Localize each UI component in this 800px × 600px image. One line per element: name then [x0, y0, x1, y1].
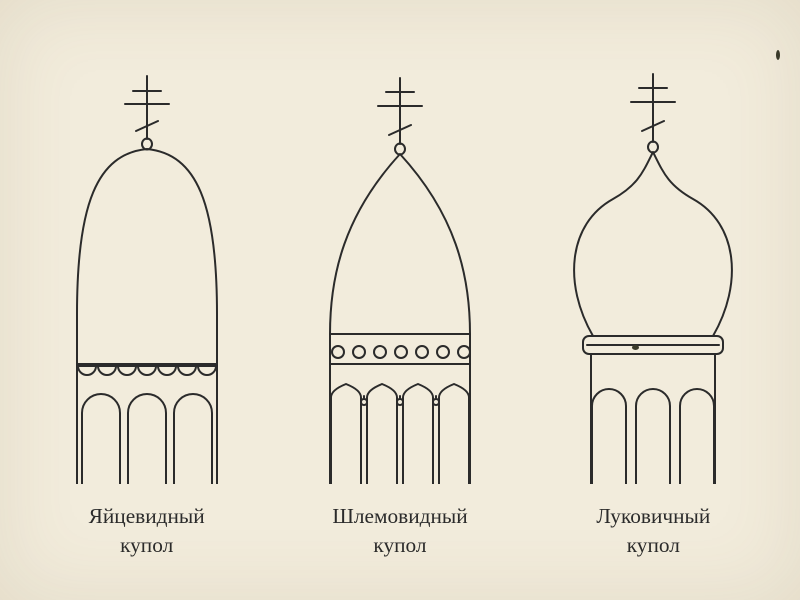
caption-line: Яйцевидный	[89, 502, 205, 531]
helmet-dome-drawing	[290, 54, 510, 484]
dome-types-figure: Яйцевидный купол Шлемовидный купол Луков…	[0, 0, 800, 600]
caption-line: купол	[596, 531, 710, 560]
dome-panel-onion: Луковичный купол	[543, 54, 763, 560]
helmet-dome-caption: Шлемовидный купол	[332, 502, 467, 560]
dome-panel-egg: Яйцевидный купол	[37, 54, 257, 560]
paper-speck	[632, 345, 639, 350]
onion-dome-drawing	[543, 54, 763, 484]
caption-line: Луковичный	[596, 502, 710, 531]
dome-panel-helmet: Шлемовидный купол	[290, 54, 510, 560]
egg-dome-caption: Яйцевидный купол	[89, 502, 205, 560]
caption-line: купол	[332, 531, 467, 560]
caption-line: Шлемовидный	[332, 502, 467, 531]
caption-line: купол	[89, 531, 205, 560]
paper-speck	[776, 50, 780, 60]
onion-dome-caption: Луковичный купол	[596, 502, 710, 560]
egg-dome-drawing	[37, 54, 257, 484]
